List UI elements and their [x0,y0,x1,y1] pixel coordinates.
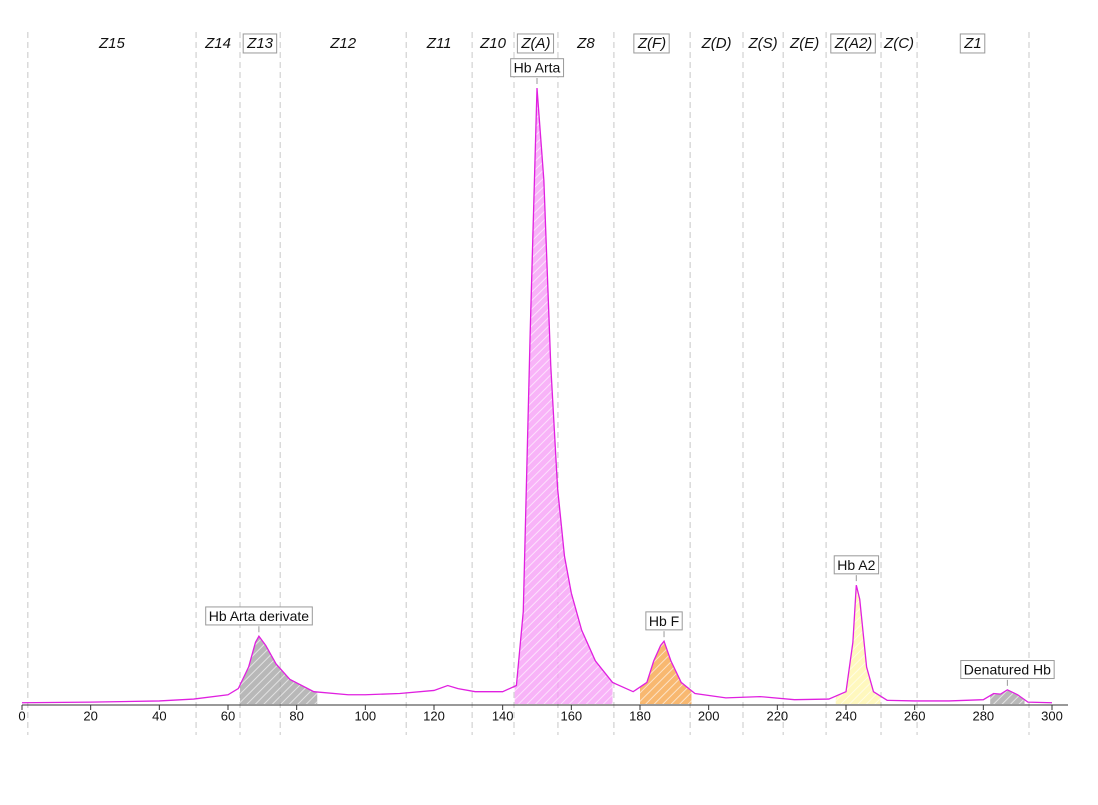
x-tick-label: 260 [904,708,926,723]
zone-label: Z(E) [789,35,819,52]
x-tick-label: 60 [221,708,235,723]
x-tick-label: 160 [560,708,582,723]
zone-label: Z12 [329,35,357,52]
label-box [510,58,565,78]
x-tick-label: 240 [835,708,857,723]
fraction-hatch [514,88,613,704]
label-box [960,660,1055,680]
fraction-hatch [640,641,692,704]
x-tick-label: 220 [766,708,788,723]
zone-box [516,33,555,54]
label-box [645,611,683,631]
zone-label: Z1 [963,35,982,52]
x-tick-label: 140 [492,708,514,723]
label-box [205,606,313,626]
fraction-label: Hb Arta derivate [209,608,310,624]
fraction-label: Hb F [649,613,679,629]
zone-label: Z11 [426,35,452,52]
fraction-hatch [835,585,881,704]
x-tick-label: 80 [289,708,303,723]
zone-box [959,33,986,54]
x-tick-label: 120 [423,708,445,723]
x-tick-label: 0 [18,708,25,723]
x-tick-label: 20 [83,708,97,723]
zone-label: Z(F) [637,35,666,52]
zone-box [830,33,876,54]
x-tick-label: 200 [698,708,720,723]
zone-label: Z10 [479,35,507,52]
zone-box [242,33,278,54]
zone-label: Z(A) [520,35,550,52]
zone-label: Z(D) [701,35,732,52]
zone-label: Z(S) [747,35,777,52]
x-tick-label: 40 [152,708,166,723]
zone-label: Z13 [246,35,274,52]
fraction-hatch [240,636,318,704]
zone-box [633,33,670,54]
zone-label: Z14 [204,35,231,52]
fraction-label: Hb Arta [514,60,561,76]
zone-label: Z15 [98,35,126,52]
x-tick-label: 280 [972,708,994,723]
x-tick-label: 100 [354,708,376,723]
fraction-label: Denatured Hb [964,662,1051,678]
zone-label: Z(C) [883,35,914,52]
x-tick-label: 180 [629,708,651,723]
label-box [833,555,880,575]
fraction-hatch [990,689,1025,704]
x-tick-label: 300 [1041,708,1063,723]
fraction-label: Hb A2 [837,557,875,573]
zone-label: Z8 [576,35,595,52]
trace-line [21,87,1053,704]
zone-label: Z(A2) [834,35,873,52]
